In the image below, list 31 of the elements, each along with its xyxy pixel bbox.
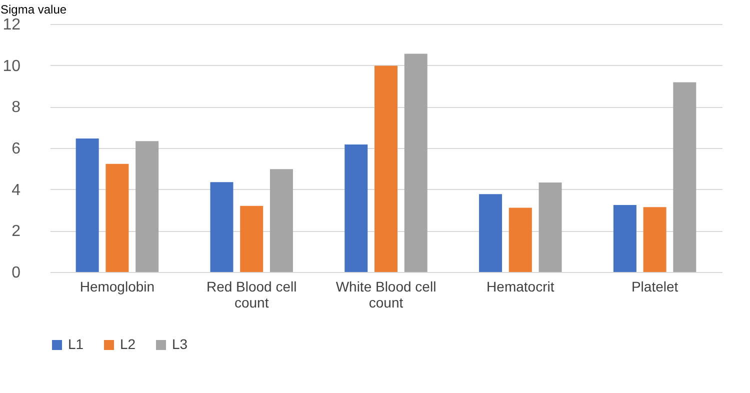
legend-label: L3 bbox=[172, 336, 188, 352]
y-tick-label: 4 bbox=[12, 182, 21, 199]
bar bbox=[673, 82, 696, 272]
bar bbox=[613, 205, 636, 272]
y-tick-label: 0 bbox=[12, 264, 21, 282]
y-tick-label: 12 bbox=[2, 16, 21, 34]
bar bbox=[136, 141, 159, 272]
bar bbox=[240, 206, 264, 272]
y-tick-label: 8 bbox=[12, 99, 21, 116]
bar bbox=[538, 182, 562, 272]
bar bbox=[106, 164, 129, 272]
x-tick-label: Hemoglobin bbox=[80, 278, 155, 294]
x-tick-label: White Blood cell count bbox=[336, 278, 436, 310]
legend-label: L2 bbox=[120, 336, 136, 352]
x-tick-label: Hematocrit bbox=[486, 278, 554, 294]
bar bbox=[404, 54, 428, 272]
bar bbox=[76, 138, 99, 272]
y-tick-label: 6 bbox=[12, 140, 21, 158]
bar bbox=[508, 208, 532, 272]
y-tick-label: 2 bbox=[12, 223, 21, 240]
y-axis-title: Sigma value bbox=[0, 2, 67, 16]
bar bbox=[270, 169, 293, 272]
bar bbox=[479, 194, 502, 272]
bar bbox=[643, 207, 666, 272]
bar bbox=[374, 66, 398, 272]
x-tick-label: Platelet bbox=[631, 278, 678, 294]
y-tick-label: 10 bbox=[2, 58, 21, 75]
legend-label: L1 bbox=[68, 336, 84, 352]
bar bbox=[344, 144, 368, 272]
x-tick-label: Red Blood cell count bbox=[206, 278, 297, 310]
bar bbox=[210, 182, 234, 272]
